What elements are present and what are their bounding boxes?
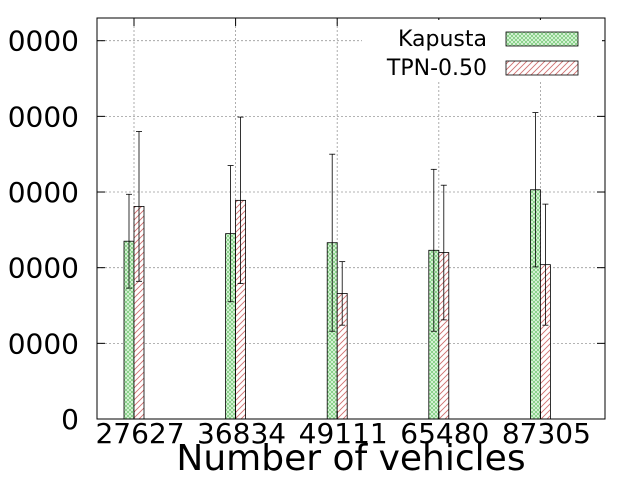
- legend-label: Kapusta: [398, 27, 487, 52]
- y-tick-label: 0: [61, 403, 79, 436]
- y-tick-label: 0000: [8, 25, 79, 58]
- bars: [124, 190, 550, 419]
- y-tick-label: 0000: [8, 252, 79, 285]
- y-tick-label: 0000: [8, 327, 79, 360]
- y-tick-label: 0000: [8, 176, 79, 209]
- legend-label: TPN-0.50: [386, 56, 487, 81]
- x-axis-title: Number of vehicles: [176, 438, 525, 479]
- x-tick-label: 27627: [95, 417, 184, 450]
- y-tick-label: 0000: [8, 100, 79, 133]
- legend-swatch: [506, 61, 578, 75]
- legend-swatch: [506, 32, 578, 46]
- legend: Kapusta TPN-0.50: [362, 20, 602, 82]
